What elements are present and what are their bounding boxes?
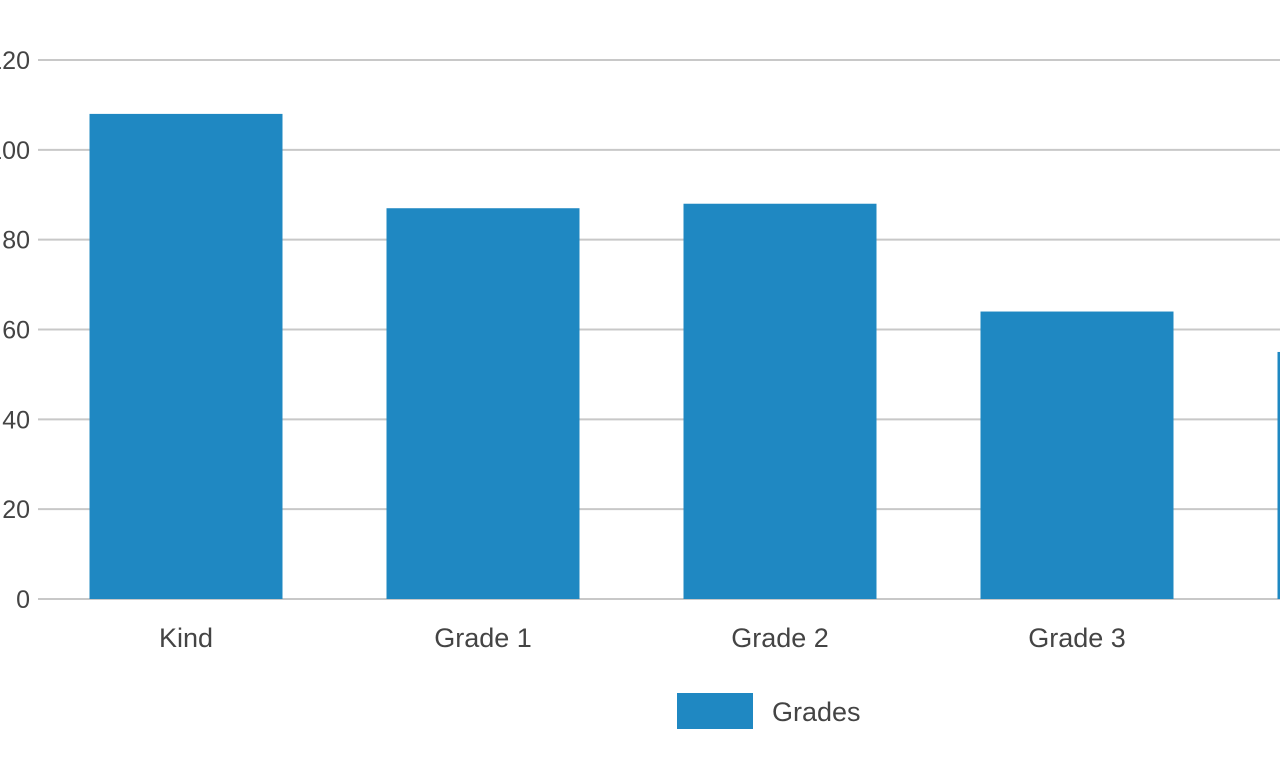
y-tick-label: 100 [0,137,30,165]
legend-swatch [677,693,753,729]
x-tick-label: Kind [159,623,213,653]
x-axis-labels: Kind Grade 1 Grade 2 Grade 3 [159,623,1126,653]
bar [1277,351,1280,599]
bar [89,113,283,600]
x-tick-label: Grade 3 [1028,623,1126,653]
y-tick-label: 120 [0,47,30,75]
bar [980,311,1174,599]
y-tick-label: 40 [2,406,30,434]
y-tick-label: 20 [2,496,30,524]
bar [386,208,580,599]
y-tick-label: 0 [16,586,30,614]
y-tick-label: 60 [2,317,30,345]
legend-label: Grades [772,697,861,727]
x-tick-label: Grade 1 [434,623,532,653]
x-tick-label: Grade 2 [731,623,829,653]
y-axis-ticks: 0 20 40 60 80 100 120 [0,47,30,614]
legend: Grades [677,693,861,729]
y-tick-label: 80 [2,227,30,255]
bars [89,113,1280,600]
bar [683,203,877,599]
